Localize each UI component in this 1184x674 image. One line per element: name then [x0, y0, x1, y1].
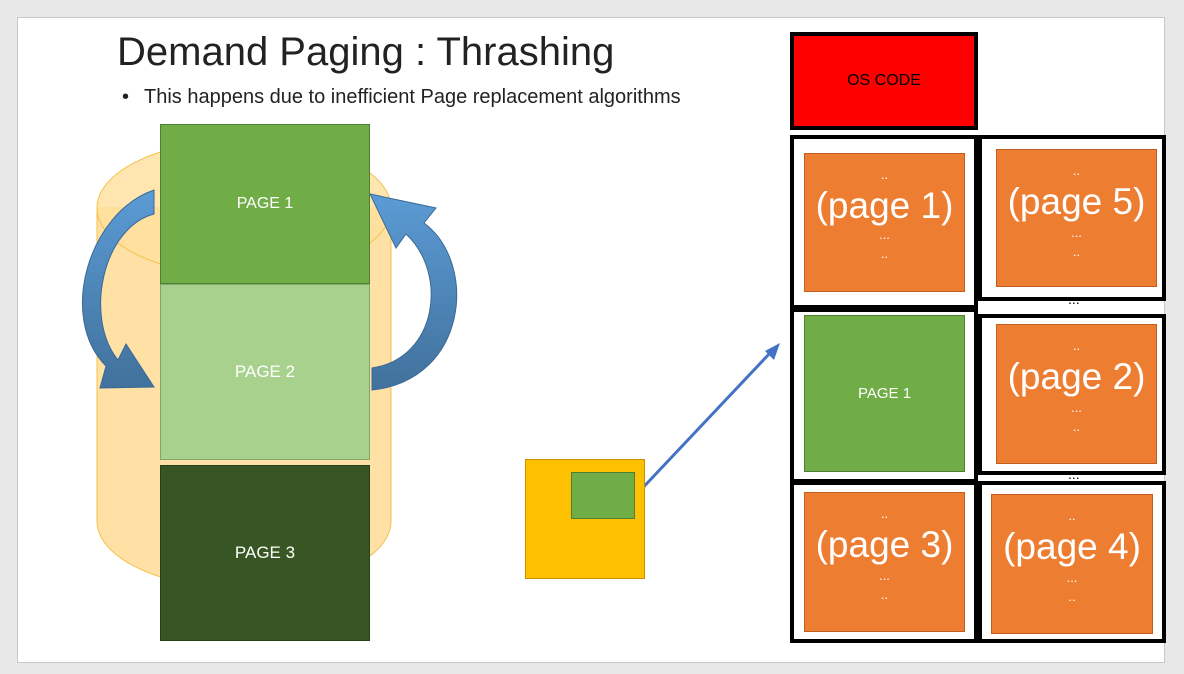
frame-page-4: .. (page 4) ... ..: [991, 494, 1153, 634]
dots-bottom: ..: [1072, 244, 1081, 259]
frame-loaded-page-label: PAGE 1: [857, 385, 912, 402]
slide-title: Demand Paging : Thrashing: [117, 30, 615, 74]
frame-page-2: .. (page 2) ... ..: [996, 324, 1157, 464]
disk-page-1: PAGE 1: [160, 124, 370, 284]
frame-loaded-page: PAGE 1: [804, 315, 965, 472]
frame-page-2-label: (page 2): [1007, 356, 1146, 397]
dots-bottom: ..: [1072, 419, 1081, 434]
memory-frame-6: [978, 481, 1166, 643]
dots-between-1: ...: [876, 296, 888, 312]
bullet-text: This happens due to inefficient Page rep…: [144, 86, 681, 108]
dots-mid: ...: [1071, 225, 1082, 240]
os-code-frame: OS CODE: [790, 32, 978, 130]
dots-top: ..: [1068, 508, 1076, 523]
dots-mid: ...: [1066, 570, 1078, 585]
slide: Demand Paging : Thrashing • This happens …: [17, 17, 1166, 663]
dots-top: ..: [880, 506, 889, 521]
frame-page-5-label: (page 5): [1007, 181, 1146, 222]
dots-mid: ...: [879, 568, 890, 583]
dots-mid: ...: [1071, 400, 1082, 415]
disk-page-2: PAGE 2: [160, 284, 370, 460]
dots-between-2: ...: [1068, 291, 1080, 307]
disk-page-2-label: PAGE 2: [234, 362, 296, 381]
memory-frame-1: [790, 135, 978, 309]
dots-bottom: ..: [880, 246, 889, 261]
frame-page-5: .. (page 5) ... ..: [996, 149, 1157, 287]
bullet-dot-icon: •: [122, 86, 130, 108]
dots-between-3: ...: [1068, 466, 1080, 482]
dots-bottom: ..: [880, 587, 889, 602]
dots-top: ..: [880, 167, 889, 182]
dots-mid: ...: [879, 227, 890, 242]
frame-page-3: .. (page 3) ... ..: [804, 492, 965, 632]
os-code-block: OS CODE: [794, 36, 974, 126]
memory-frame-5: [790, 481, 978, 643]
dots-top: ..: [1072, 338, 1081, 353]
memory-frame-4: [978, 314, 1166, 475]
frame-page-4-label: (page 4): [1003, 526, 1141, 567]
frame-page-1: .. (page 1) ... ..: [804, 153, 965, 292]
dots-bottom: ..: [1068, 589, 1076, 604]
memory-frame-2: [978, 135, 1166, 301]
bullet-point: • This happens due to inefficient Page re…: [122, 86, 681, 109]
process-page-entry: [571, 472, 635, 519]
disk-page-1-label: PAGE 1: [236, 195, 294, 212]
disk-page-3: PAGE 3: [160, 465, 370, 641]
frame-page-3-label: (page 3): [815, 524, 954, 565]
frame-page-1-label: (page 1): [815, 185, 954, 226]
disk-page-3-label: PAGE 3: [234, 543, 296, 562]
dots-top: ..: [1072, 163, 1081, 178]
